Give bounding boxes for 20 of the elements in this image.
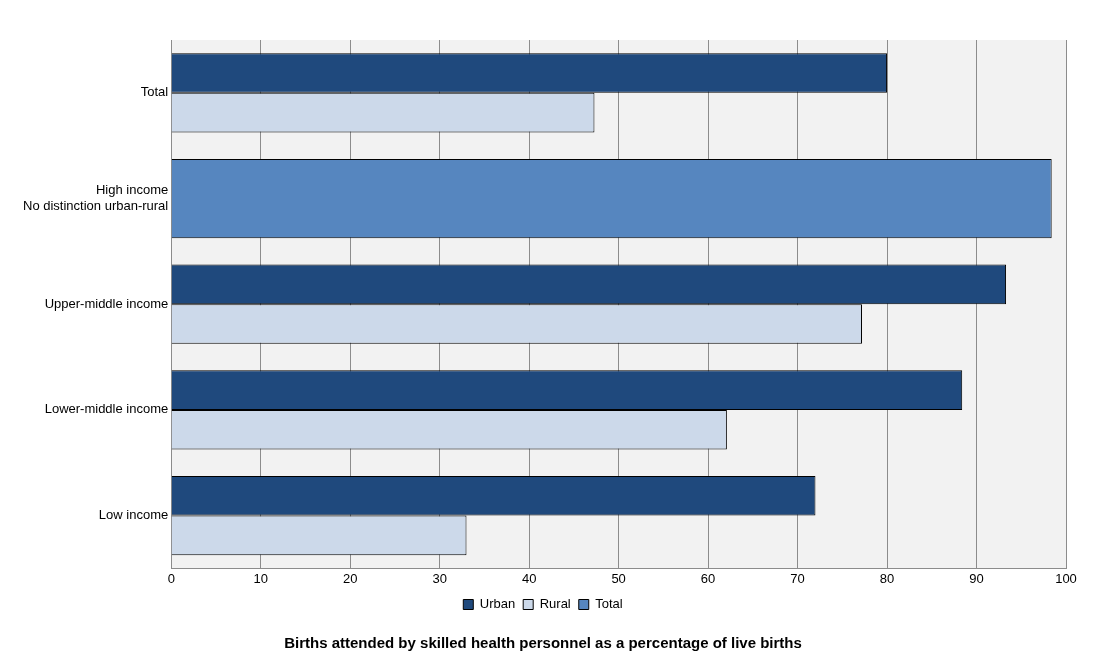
text: Births attended by skilled health personnel as a percentage of live births — [284, 634, 802, 652]
legend-label: Urban — [479, 596, 516, 612]
x-tick-label: 20 — [342, 570, 358, 586]
x-tick-label: 90 — [969, 570, 984, 586]
legend-label: Rural — [539, 596, 571, 612]
y-tick-label: Low income — [98, 507, 169, 523]
x-tick-label: 70 — [790, 570, 805, 586]
x-tick-label: 10 — [253, 570, 268, 586]
y-tick-label: Upper-middle income — [44, 295, 169, 311]
x-tick-label: 0 — [167, 570, 175, 586]
x-tick-label: 30 — [432, 570, 447, 586]
legend-label: Total — [595, 596, 623, 612]
y-tick-label: Total — [140, 84, 169, 100]
x-tick-label: 40 — [521, 570, 537, 586]
x-tick-label: 60 — [700, 570, 716, 586]
y-tick-label: Lower-middle income — [44, 401, 169, 417]
x-tick-label: 50 — [611, 570, 626, 586]
x-tick-label: 100 — [1055, 570, 1077, 586]
x-tick-label: 80 — [879, 570, 895, 586]
y-tick-label: High income No distinction urban-rural — [23, 182, 169, 213]
